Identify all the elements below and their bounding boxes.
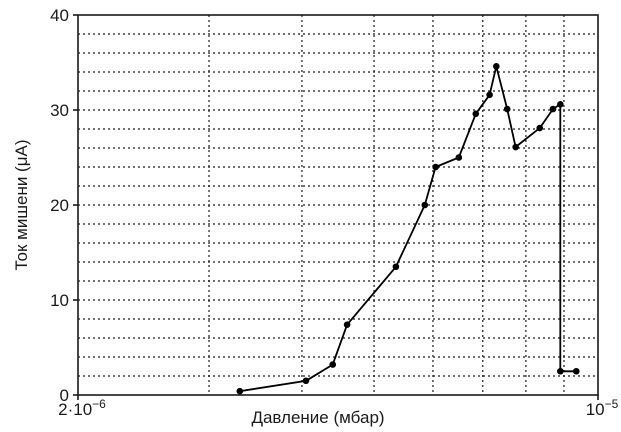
data-point [486,91,493,99]
x-axis-label: Давление (мбар) [251,408,384,427]
tick-labels: 0 10 20 30 40 2·10−6 10−5 [50,6,619,419]
data-point [512,143,519,151]
data-point [392,263,400,271]
data-point [549,105,557,113]
data-point [572,367,580,375]
data-point [455,154,463,161]
x-tick-label: 10−5 [586,397,619,419]
data-point [493,63,500,70]
y-tick-label: 10 [50,291,69,310]
data-point [343,321,351,329]
data-point [421,201,429,209]
data-point [236,387,244,395]
data-point [302,377,310,385]
x-tick-label: 2·10−6 [58,397,106,419]
y-tick-label: 30 [50,101,69,120]
data-point [536,124,544,132]
series-group [236,63,580,395]
y-axis-label: Ток мишени (μA) [12,139,31,270]
data-point [472,110,480,118]
axis-ticks [73,14,599,400]
y-tick-label: 0 [60,386,69,405]
data-point [557,101,564,108]
data-point [329,361,337,368]
y-tick-label: 40 [50,6,69,25]
y-tick-label: 20 [50,196,69,215]
grid [78,15,598,395]
data-point [557,367,564,375]
data-point [503,105,511,113]
data-point [432,163,439,171]
